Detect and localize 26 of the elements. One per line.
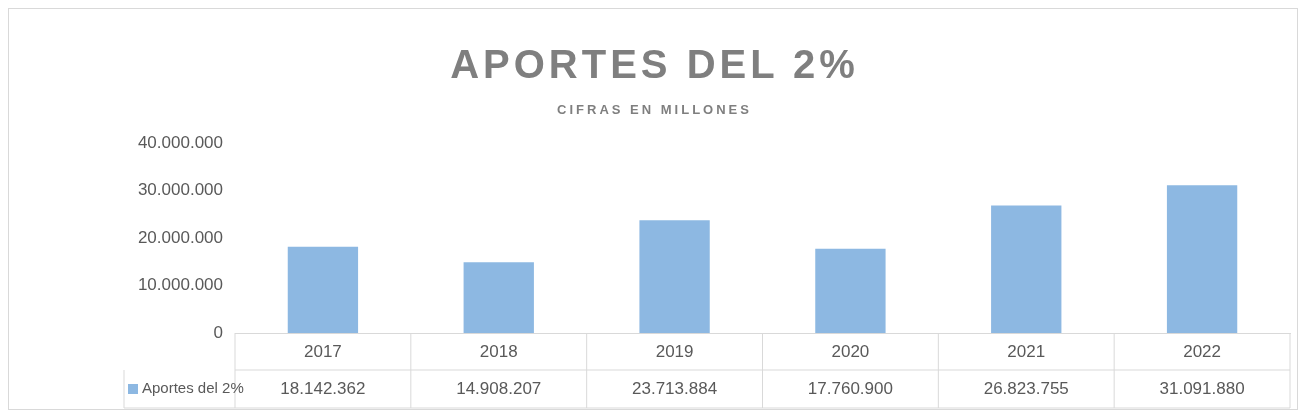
y-tick-label: 30.000.000 — [137, 180, 223, 200]
chart-title: APORTES DEL 2% — [449, 42, 860, 87]
bar — [287, 246, 359, 333]
data-label: 26.823.755 — [983, 378, 1069, 398]
bar — [639, 220, 710, 333]
bar — [815, 248, 886, 333]
y-tick-label: 0 — [213, 322, 223, 342]
x-tick-label: 2017 — [304, 341, 342, 361]
x-tick-label: 2018 — [479, 341, 518, 361]
bar — [463, 262, 534, 333]
y-tick-label: 10.000.000 — [137, 275, 223, 295]
data-label: 18.142.362 — [280, 378, 366, 398]
data-label: 17.760.900 — [807, 378, 893, 398]
x-tick-label: 2021 — [1007, 341, 1046, 361]
x-tick-label: 2020 — [831, 341, 870, 361]
y-tick-label: 20.000.000 — [137, 227, 223, 247]
chart-subtitle: CIFRAS EN MILLONES — [556, 102, 753, 117]
y-tick-label: 40.000.000 — [137, 132, 223, 152]
data-label: 14.908.207 — [456, 378, 542, 398]
x-tick-label: 2022 — [1183, 341, 1221, 361]
legend-label: Aportes del 2% — [142, 379, 244, 397]
data-label: 23.713.884 — [632, 378, 718, 398]
bar — [1166, 185, 1238, 333]
data-label: 31.091.880 — [1159, 378, 1245, 398]
x-tick-label: 2019 — [655, 341, 694, 361]
bar — [991, 205, 1062, 333]
